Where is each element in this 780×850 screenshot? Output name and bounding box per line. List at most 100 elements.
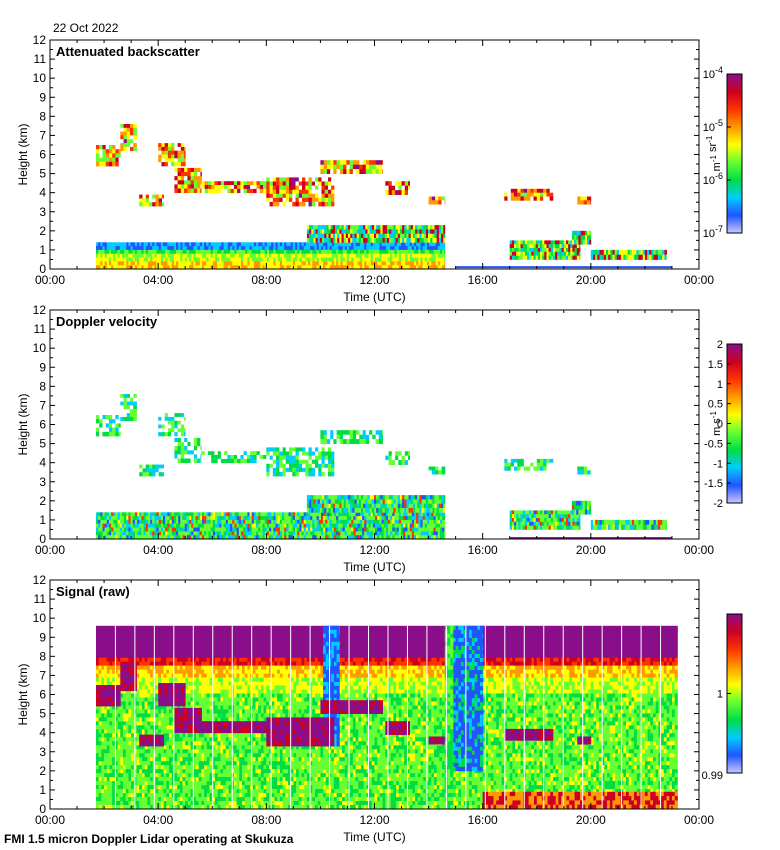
heatmap-cell	[385, 265, 389, 269]
heatmap-cell	[240, 185, 244, 190]
heatmap-cell	[214, 458, 218, 464]
heatmap-cell	[401, 460, 406, 465]
heatmap-cell	[561, 525, 565, 530]
heatmap-cell	[109, 261, 112, 266]
heatmap-cell	[109, 161, 113, 167]
heatmap-cell	[301, 531, 305, 536]
heatmap-cell	[363, 225, 366, 230]
heatmap-cell	[549, 192, 554, 197]
heatmap-cell	[331, 512, 335, 517]
y-tick-label: 10	[33, 341, 47, 355]
heatmap-cell	[169, 261, 173, 266]
heatmap-cell	[318, 261, 322, 266]
heatmap-cell	[343, 229, 347, 235]
heatmap-cell	[441, 470, 446, 475]
heatmap-cell	[514, 525, 517, 530]
heatmap-cell	[240, 535, 244, 539]
heatmap-cell	[104, 749, 108, 754]
heatmap-cell	[269, 519, 272, 525]
heatmap-cell	[101, 745, 105, 750]
heatmap-cell	[284, 242, 287, 247]
heatmap-cell	[249, 257, 253, 262]
heatmap-cell	[430, 233, 433, 239]
heatmap-cell	[577, 196, 581, 201]
heatmap-cell	[215, 531, 218, 536]
colorbar-ticks: 21.510.50-0.5-1-1.5-2	[704, 339, 731, 510]
heatmap-cell	[295, 177, 300, 182]
heatmap-cell	[392, 253, 395, 258]
heatmap-cell	[318, 246, 322, 251]
heatmap-cell	[137, 535, 140, 539]
heatmap-cell	[238, 261, 242, 266]
heatmap-cell	[418, 242, 421, 247]
heatmap-cell	[219, 246, 222, 251]
heatmap-cell	[396, 535, 400, 539]
heatmap-cell	[126, 523, 129, 528]
heatmap-cell	[273, 523, 276, 528]
heatmap-cell	[375, 516, 378, 521]
heatmap-cell	[364, 253, 367, 258]
heatmap-cell	[223, 253, 227, 258]
heatmap-cell	[583, 196, 588, 201]
heatmap-cell	[433, 531, 437, 536]
heatmap-cell	[214, 181, 218, 186]
heatmap-cell	[330, 229, 334, 235]
heatmap-cell	[104, 757, 108, 762]
heatmap-cell	[315, 238, 319, 243]
heatmap-cell	[193, 512, 196, 517]
heatmap-cell	[221, 265, 224, 269]
heatmap-cell	[349, 265, 352, 269]
heatmap-cell	[104, 531, 108, 536]
heatmap-cell	[382, 503, 386, 509]
heatmap-cell	[660, 519, 663, 526]
heatmap-cell	[111, 253, 114, 258]
heatmap-cell	[422, 531, 426, 536]
heatmap-cell	[623, 254, 626, 260]
heatmap-cell	[163, 249, 166, 255]
heatmap-cell	[412, 508, 416, 513]
heatmap-cell	[323, 249, 326, 255]
heatmap-cell	[273, 535, 276, 539]
heatmap-cell	[199, 261, 203, 266]
heatmap-cell	[152, 468, 156, 473]
heatmap-cell	[288, 516, 292, 521]
heatmap-cell	[313, 229, 316, 235]
heatmap-cell	[152, 535, 155, 539]
heatmap-cell	[298, 455, 303, 461]
heatmap-cell	[328, 225, 332, 230]
heatmap-cell	[427, 512, 430, 517]
heatmap-cell	[444, 527, 446, 532]
heatmap-cell	[204, 257, 207, 262]
heatmap-cell	[123, 131, 128, 136]
heatmap-cell	[273, 512, 276, 517]
heatmap-cell	[365, 164, 370, 170]
heatmap-cell	[237, 451, 241, 456]
heatmap-cell	[397, 508, 401, 513]
heatmap-cell	[130, 531, 134, 536]
heatmap-cell	[527, 240, 530, 245]
heatmap-cell	[425, 508, 429, 513]
heatmap-cell	[258, 261, 261, 266]
heatmap-cell	[132, 523, 136, 528]
heatmap-cell	[104, 249, 108, 255]
heatmap-cell	[174, 446, 178, 451]
heatmap-cell	[370, 242, 374, 247]
heatmap-cell	[368, 249, 372, 255]
heatmap-cell	[126, 242, 129, 247]
heatmap-cell	[276, 471, 280, 477]
heatmap-cell	[433, 246, 437, 251]
heatmap-cell	[328, 193, 332, 199]
heatmap-cell	[98, 637, 102, 643]
heatmap-cell	[167, 523, 170, 528]
heatmap-cell	[104, 516, 108, 521]
heatmap-cell	[272, 471, 277, 477]
heatmap-cell	[117, 249, 121, 255]
heatmap-cell	[150, 531, 153, 536]
heatmap-cell	[433, 523, 437, 528]
heatmap-cell	[353, 527, 356, 532]
heatmap-cell	[444, 253, 446, 258]
heatmap-cell	[344, 242, 348, 247]
heatmap-cell	[184, 413, 186, 418]
heatmap-cell	[98, 257, 101, 262]
heatmap-cell	[330, 164, 334, 170]
